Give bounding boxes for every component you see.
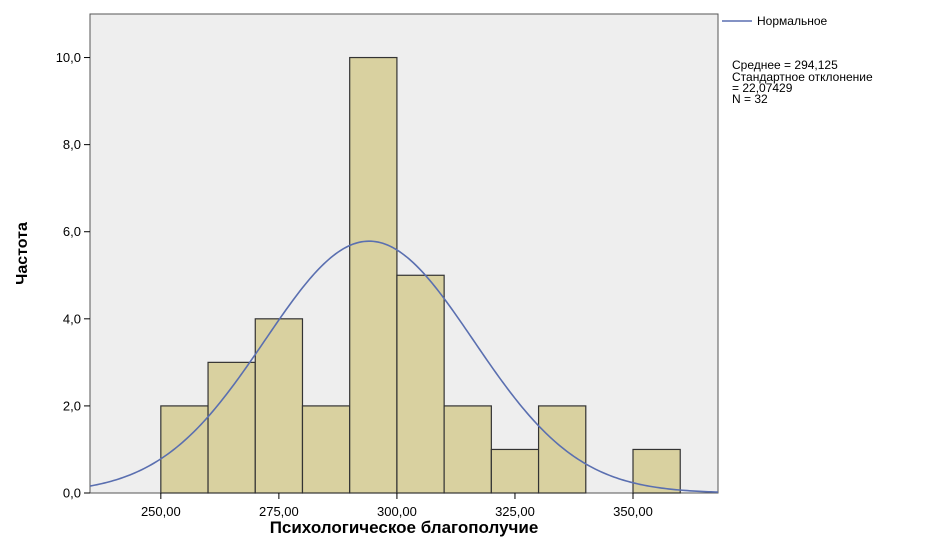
y-tick-label: 4,0 — [63, 311, 81, 326]
y-tick-label: 6,0 — [63, 224, 81, 239]
histogram-bar — [349, 56, 398, 494]
y-tick-label: 8,0 — [63, 137, 81, 152]
legend-stat-mean: Среднее = 294,125 — [732, 58, 838, 72]
legend-series-label: Нормальное — [757, 14, 827, 28]
y-tick-label: 10,0 — [56, 50, 81, 65]
x-tick-label: 250,00 — [141, 504, 181, 519]
histogram-bar — [443, 405, 492, 494]
histogram-bar — [632, 448, 681, 494]
histogram-bar — [537, 405, 587, 494]
legend-stat-n: N = 32 — [732, 92, 768, 106]
x-axis: 250,00 275,00 300,00 325,00 350,00 — [141, 493, 653, 519]
x-tick-label: 325,00 — [495, 504, 535, 519]
histogram-bar — [301, 405, 351, 494]
histogram-bar — [396, 274, 445, 494]
y-tick-label: 0,0 — [63, 486, 81, 501]
histogram-bar — [254, 318, 304, 494]
legend-stat-std-value: = 22,07429 — [732, 81, 793, 95]
x-tick-label: 275,00 — [259, 504, 299, 519]
x-axis-title: Психологическое благополучие — [270, 518, 539, 537]
legend-stat-std-label: Стандартное отклонение — [732, 70, 873, 84]
histogram-bar — [207, 361, 256, 494]
legend: Нормальное Среднее = 294,125 Стандартное… — [722, 14, 873, 106]
x-tick-label: 300,00 — [377, 504, 417, 519]
histogram-bar — [490, 448, 540, 494]
histogram-bar — [160, 405, 209, 494]
y-tick-label: 2,0 — [63, 398, 81, 413]
y-axis: 0,0 2,0 4,0 6,0 8,0 10,0 — [56, 50, 90, 501]
y-axis-title: Частота — [14, 222, 31, 285]
bars-group — [160, 56, 681, 494]
normal-curve — [89, 240, 719, 493]
x-tick-label: 350,00 — [613, 504, 653, 519]
